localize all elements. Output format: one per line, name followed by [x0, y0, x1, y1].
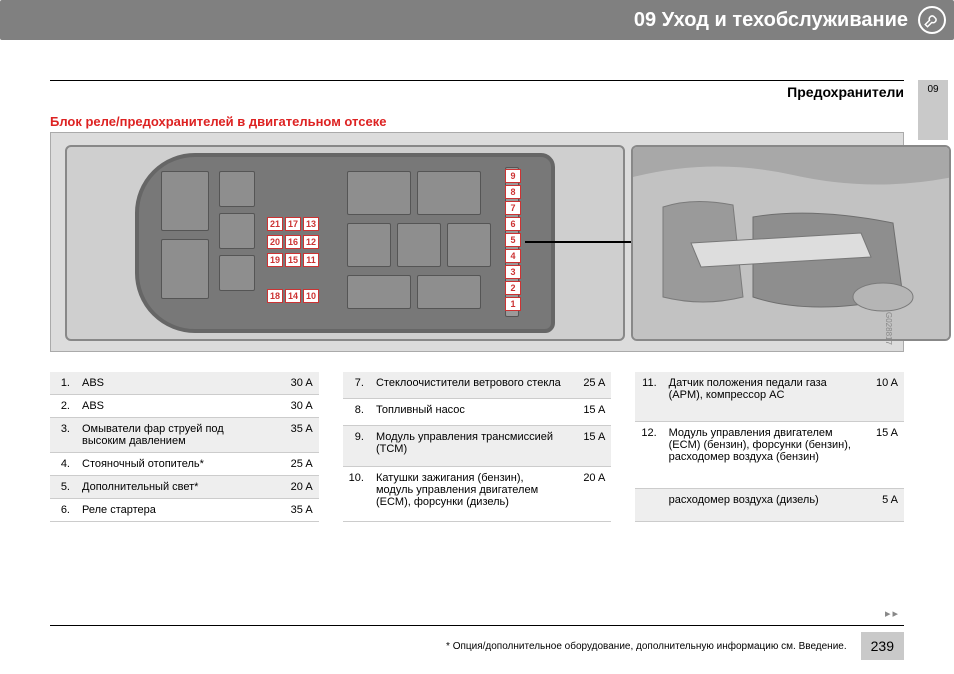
table-row: 11.Датчик положения педали газа (APM), к… [635, 372, 904, 421]
subsection-bar: Предохранители [50, 80, 904, 102]
page-footer: * Опция/дополнительное оборудование, доп… [50, 625, 904, 660]
table-row: 1.ABS30 A [50, 372, 319, 395]
fuse-label-17: 17 [285, 217, 301, 231]
page-number: 239 [861, 632, 904, 660]
fuse-label-10: 10 [303, 289, 319, 303]
fuse-label-3: 3 [505, 265, 521, 279]
fusebox-outline: 123456789101112131415161718192021 [135, 153, 555, 333]
fuse-label-7: 7 [505, 201, 521, 215]
fuse-label-15: 15 [285, 253, 301, 267]
fuse-label-19: 19 [267, 253, 283, 267]
fuse-label-14: 14 [285, 289, 301, 303]
fuse-table-2: 7.Стеклоочистители ветрового стекла25 A8… [343, 372, 612, 522]
fuse-label-2: 2 [505, 281, 521, 295]
fuse-label-18: 18 [267, 289, 283, 303]
fuse-label-13: 13 [303, 217, 319, 231]
side-tab: 09 [918, 80, 948, 140]
table-row: 12.Модуль управления двигателем (ECM) (б… [635, 421, 904, 488]
fuse-label-21: 21 [267, 217, 283, 231]
table-row: 2.ABS30 A [50, 395, 319, 418]
chapter-header: 09 Уход и техобслуживание [0, 0, 954, 40]
fuse-label-6: 6 [505, 217, 521, 231]
fuse-label-4: 4 [505, 249, 521, 263]
table-row: 10.Катушки зажигания (бензин), модуль уп… [343, 466, 612, 521]
figure-code: G028817 [884, 312, 893, 345]
fuse-table-3: 11.Датчик положения педали газа (APM), к… [635, 372, 904, 522]
fuse-label-8: 8 [505, 185, 521, 199]
side-tab-label: 09 [927, 84, 938, 95]
continue-icon: ▸▸ [885, 607, 900, 620]
engine-bay-photo [631, 145, 951, 341]
fuse-label-12: 12 [303, 235, 319, 249]
subsection-title: Предохранители [787, 84, 904, 100]
table-row: 5.Дополнительный свет*20 A [50, 476, 319, 499]
fusebox-panel: 123456789101112131415161718192021 [65, 145, 625, 341]
fuse-diagram-figure: 123456789101112131415161718192021 G02881… [50, 132, 904, 352]
fuse-table-1: 1.ABS30 A2.ABS30 A3.Омыватели фар струей… [50, 372, 319, 522]
table-row: 3.Омыватели фар струей под высоким давле… [50, 418, 319, 453]
table-row: 7.Стеклоочистители ветрового стекла25 A [343, 372, 612, 398]
fuse-label-16: 16 [285, 235, 301, 249]
table-row: 6.Реле стартера35 A [50, 499, 319, 522]
wrench-icon [918, 6, 946, 34]
fuse-tables: 1.ABS30 A2.ABS30 A3.Омыватели фар струей… [50, 372, 904, 522]
fuse-label-1: 1 [505, 297, 521, 311]
chapter-title: 09 Уход и техобслуживание [634, 9, 908, 32]
table-row: 4.Стояночный отопитель*25 A [50, 453, 319, 476]
footnote-text: * Опция/дополнительное оборудование, доп… [446, 641, 847, 652]
fuse-label-5: 5 [505, 233, 521, 247]
fuse-label-11: 11 [303, 253, 319, 267]
table-row: 9.Модуль управления трансмиссией (TCM)15… [343, 425, 612, 466]
section-heading: Блок реле/предохранителей в двигательном… [50, 114, 386, 129]
fuse-label-9: 9 [505, 169, 521, 183]
fuse-label-20: 20 [267, 235, 283, 249]
table-row: 8.Топливный насос15 A [343, 398, 612, 425]
table-row: расходомер воздуха (дизель)5 A [635, 489, 904, 522]
